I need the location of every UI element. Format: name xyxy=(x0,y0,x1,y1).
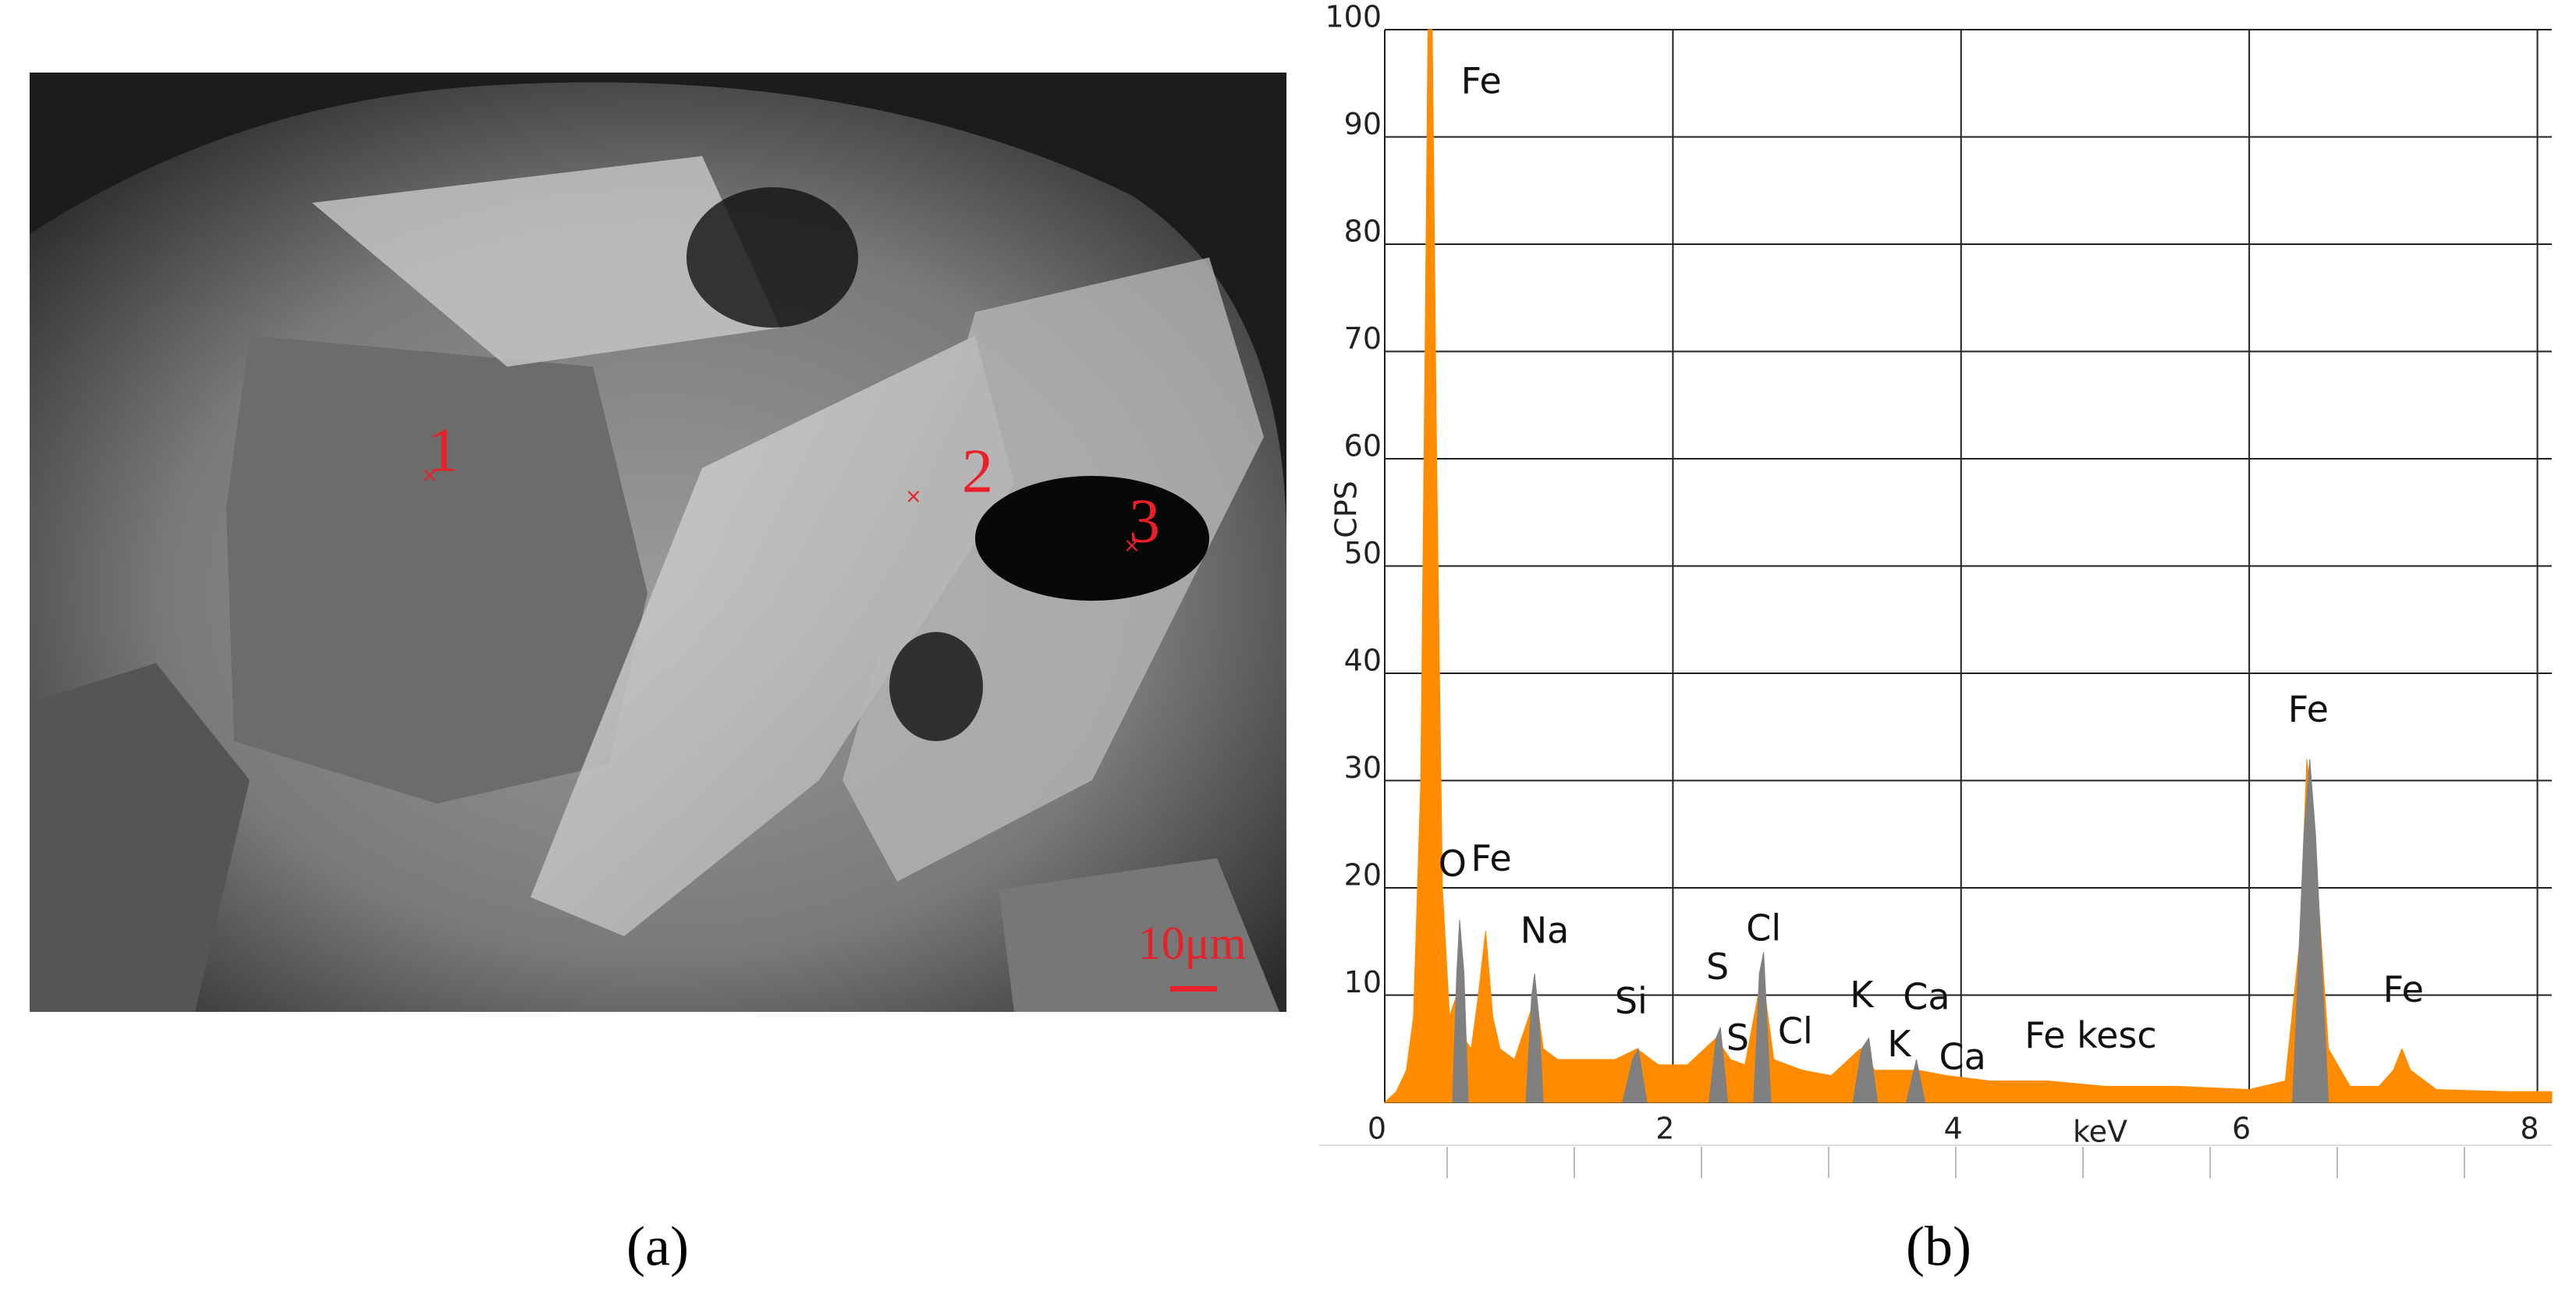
y-tick-label: 60 xyxy=(1344,429,1382,463)
spectrum-area xyxy=(1452,920,1469,1103)
x-tick-label: 4 xyxy=(1944,1112,1963,1146)
peak-label: Fe kesc xyxy=(2024,1014,2156,1056)
y-tick-label: 100 xyxy=(1325,0,1382,34)
peak-label: Ca xyxy=(1939,1036,1985,1078)
peak-label: S xyxy=(1706,946,1729,988)
peak-label: Na xyxy=(1520,909,1570,951)
y-tick-label: 50 xyxy=(1344,536,1382,570)
spectrum-area xyxy=(1622,1047,1648,1103)
peak-label: Fe xyxy=(1461,59,1502,101)
peak-label: Ca xyxy=(1903,976,1950,1018)
spectrum-area xyxy=(1753,952,1772,1103)
y-tick-label: 20 xyxy=(1344,858,1382,893)
point-label: 2 xyxy=(962,437,993,506)
y-tick-label: 80 xyxy=(1344,215,1382,249)
y-tick-label: 90 xyxy=(1344,107,1382,141)
x-tick-label: 6 xyxy=(2232,1112,2251,1146)
y-tick-label: 30 xyxy=(1344,751,1382,785)
peak-label: K xyxy=(1887,1023,1912,1065)
spectrum-area xyxy=(1525,973,1544,1103)
x-tick-label: 0 xyxy=(1368,1112,1386,1146)
peak-label: S xyxy=(1726,1017,1749,1059)
y-tick-label: 40 xyxy=(1344,644,1382,678)
peak-label: Si xyxy=(1615,980,1648,1022)
point-marker: × xyxy=(421,464,438,488)
point-marker: × xyxy=(1123,534,1141,558)
point-marker: × xyxy=(905,485,922,509)
point-label: 1 xyxy=(428,416,459,484)
peak-label: Fe xyxy=(2288,688,2329,730)
y-tick-label: 10 xyxy=(1344,965,1382,999)
spectrum-area xyxy=(2292,758,2329,1103)
y-axis-label: CPS xyxy=(1329,481,1364,538)
peak-label: Cl xyxy=(1746,907,1781,949)
spectrum-area xyxy=(1383,29,2553,1103)
peak-label: Fe xyxy=(2383,968,2424,1010)
x-tick-label: 2 xyxy=(1655,1112,1674,1146)
peak-label: K xyxy=(1850,974,1875,1016)
scale-bar xyxy=(1170,986,1217,992)
sem-image: × × × 1 2 3 10μm xyxy=(30,73,1287,1012)
panel-label: (b) xyxy=(1906,1216,1971,1278)
y-tick-label: 70 xyxy=(1344,321,1382,356)
scale-bar-label: 10μm xyxy=(1138,917,1247,969)
peak-label: Cl xyxy=(1778,1010,1813,1052)
spectrum-area xyxy=(1852,1037,1879,1103)
x-axis-label: keV xyxy=(2073,1115,2127,1149)
spectrum-area xyxy=(1905,1059,1926,1103)
peak-label: Fe xyxy=(1471,837,1512,879)
x-tick-label: 8 xyxy=(2520,1112,2539,1146)
peak-label: O xyxy=(1439,843,1467,885)
panel-label: (a) xyxy=(626,1216,689,1278)
point-label: 3 xyxy=(1129,487,1160,555)
spectrum-area xyxy=(1708,1027,1729,1103)
